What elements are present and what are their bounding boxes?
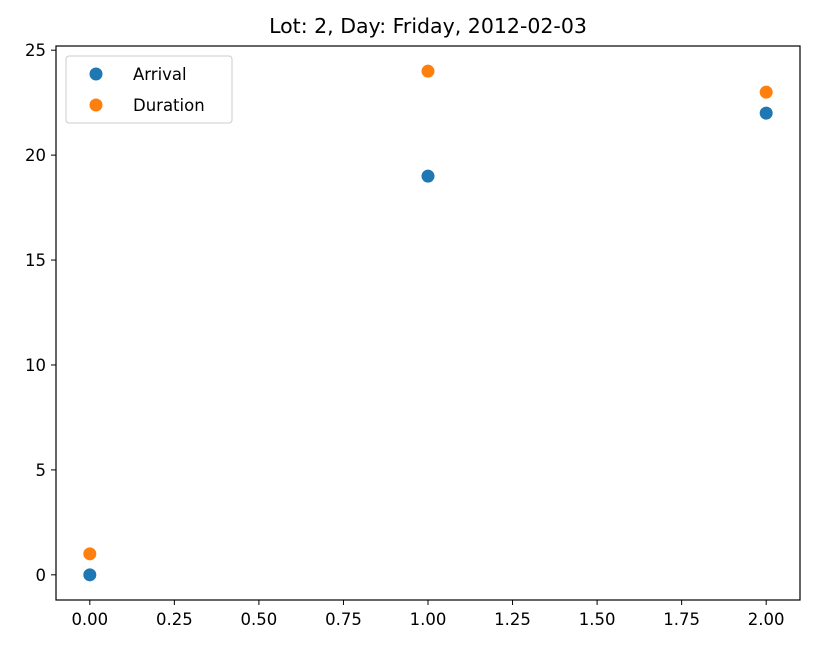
x-tick-label: 0.00 (71, 610, 108, 629)
y-tick-label: 15 (25, 251, 46, 270)
point-arrival (83, 568, 97, 582)
x-tick-label: 0.50 (241, 610, 278, 629)
x-tick-label: 1.25 (494, 610, 531, 629)
point-duration (421, 64, 435, 78)
legend-label-arrival: Arrival (133, 65, 187, 84)
x-tick-label: 2.00 (748, 610, 785, 629)
y-tick-label: 0 (36, 566, 47, 585)
plot-area (55, 45, 801, 601)
x-tick-label: 1.50 (579, 610, 616, 629)
data-points (83, 64, 773, 582)
x-tick-label: 1.00 (410, 610, 447, 629)
y-tick-label: 25 (25, 41, 46, 60)
x-axis: 0.00 0.25 0.50 0.75 1.00 1.25 1.50 1.75 2.00 (71, 600, 785, 629)
point-arrival (759, 106, 773, 120)
x-tick-label: 0.25 (156, 610, 193, 629)
x-tick-label: 0.75 (325, 610, 362, 629)
legend-marker-duration (89, 98, 103, 112)
y-tick-label: 10 (25, 356, 46, 375)
x-tick-label: 1.75 (663, 610, 700, 629)
plot-frame (55, 45, 801, 601)
chart-title: Lot: 2, Day: Friday, 2012-02-03 (269, 14, 587, 38)
point-arrival (421, 169, 435, 183)
y-tick-label: 20 (25, 146, 46, 165)
legend-label-duration: Duration (133, 96, 205, 115)
y-axis: 0 5 10 15 20 25 (25, 41, 56, 585)
legend: Arrival Duration (65, 55, 233, 124)
point-duration (83, 547, 97, 561)
legend-marker-arrival (89, 67, 103, 81)
point-duration (759, 85, 773, 99)
legend-box (65, 55, 233, 124)
y-tick-label: 5 (36, 461, 47, 480)
